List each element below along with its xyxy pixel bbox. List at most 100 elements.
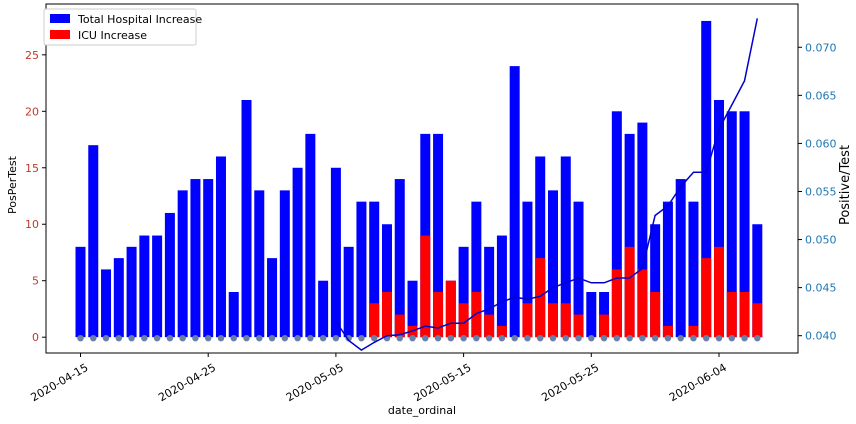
- y2-tick-label: 0.045: [805, 282, 837, 295]
- bar-total-hospital: [701, 20, 712, 338]
- zero-marker: [153, 334, 161, 342]
- x-axis-label: date_ordinal: [388, 404, 456, 417]
- x-tick-label: 2020-05-25: [539, 361, 601, 404]
- zero-marker: [460, 334, 467, 342]
- zero-marker: [281, 334, 289, 342]
- x-tick-label: 2020-05-05: [284, 361, 346, 404]
- zero-marker: [677, 334, 684, 342]
- zero-marker: [358, 334, 365, 342]
- zero-marker: [422, 334, 429, 342]
- x-tick-label: 2020-05-15: [412, 361, 474, 404]
- bar-icu: [560, 303, 571, 338]
- bar-icu: [420, 235, 431, 338]
- legend-label-icu: ICU Increase: [78, 29, 147, 42]
- bar-icu: [471, 292, 482, 338]
- bar-total-hospital: [547, 190, 558, 338]
- zero-marker: [115, 334, 123, 342]
- bar-icu: [714, 246, 724, 338]
- zero-marker: [626, 334, 633, 342]
- bar-icu: [369, 303, 380, 338]
- bar-total-hospital: [126, 246, 137, 338]
- zero-marker: [230, 334, 237, 342]
- zero-marker: [243, 334, 250, 342]
- bar-total-hospital: [228, 292, 239, 338]
- zero-marker: [90, 334, 97, 342]
- bar-icu: [445, 280, 456, 338]
- bar-total-hospital: [573, 201, 584, 338]
- bar-total-hospital: [343, 246, 354, 338]
- x-tick-label: 2020-04-25: [156, 361, 218, 404]
- bar-icu: [624, 246, 635, 338]
- zero-marker: [434, 334, 442, 342]
- bar-icu: [688, 325, 699, 338]
- bar-total-hospital: [662, 201, 673, 338]
- bar-icu: [535, 258, 546, 338]
- zero-marker: [754, 334, 761, 342]
- zero-marker: [307, 334, 314, 342]
- bar-icu: [701, 258, 712, 338]
- bar-total-hospital: [522, 201, 533, 338]
- legend-box: [43, 8, 197, 46]
- bar-total-hospital: [318, 280, 329, 338]
- bar-total-hospital: [267, 258, 278, 338]
- y2-tick-label: 0.040: [805, 330, 837, 343]
- y-tick-label: 10: [25, 218, 39, 231]
- bar-total-hospital: [215, 156, 226, 338]
- plot-frame: [45, 3, 799, 354]
- bar-total-hospital: [330, 167, 341, 338]
- zero-marker: [332, 334, 340, 342]
- bar-total-hospital: [381, 224, 392, 338]
- bar-total-hospital: [611, 111, 622, 338]
- zero-marker: [371, 334, 378, 342]
- zero-marker: [651, 334, 659, 342]
- bar-icu: [394, 314, 405, 338]
- bar-total-hospital: [675, 179, 686, 338]
- y-tick-label: 25: [25, 49, 39, 62]
- zero-marker: [715, 334, 723, 342]
- bar-total-hospital: [637, 122, 648, 338]
- bar-total-hospital: [688, 201, 699, 338]
- zero-marker: [639, 334, 646, 342]
- zero-marker: [409, 334, 416, 342]
- bar-total-hospital: [292, 167, 303, 338]
- zero-marker: [549, 334, 557, 342]
- bar-total-hospital: [356, 201, 367, 338]
- zero-marker: [205, 334, 212, 342]
- bar-total-hospital: [139, 235, 150, 338]
- x-tick-label: 2020-04-15: [29, 361, 91, 404]
- y2-tick-label: 0.060: [805, 137, 837, 150]
- positive-per-test-line: [335, 18, 759, 352]
- bar-total-hospital: [152, 235, 163, 338]
- zero-marker: [588, 334, 595, 342]
- y-tick-label: 20: [25, 105, 39, 118]
- bar-icu: [739, 292, 750, 338]
- bar-total-hospital: [241, 100, 252, 338]
- zero-marker: [728, 334, 735, 342]
- y-axis-label: PosPerTest: [6, 155, 19, 214]
- legend-swatch-total: [50, 14, 70, 23]
- zero-marker: [485, 334, 493, 342]
- bar-icu: [573, 314, 584, 338]
- bar-total-hospital: [113, 258, 124, 338]
- bar-total-hospital: [254, 190, 265, 338]
- bar-total-hospital: [88, 145, 99, 338]
- bar-total-hospital: [203, 179, 214, 338]
- zero-marker: [741, 334, 748, 342]
- zero-marker: [664, 334, 672, 342]
- bar-total-hospital: [484, 246, 495, 338]
- zero-marker: [396, 334, 403, 342]
- bar-total-hospital: [650, 224, 661, 338]
- bar-total-hospital: [509, 66, 520, 338]
- zero-marker: [166, 334, 174, 342]
- bar-total-hospital: [75, 246, 86, 338]
- bar-icu: [611, 269, 622, 338]
- zero-marker: [473, 334, 480, 342]
- bar-icu: [522, 303, 533, 338]
- bar-total-hospital: [394, 179, 405, 338]
- bar-total-hospital: [471, 201, 482, 338]
- bar-total-hospital: [560, 156, 571, 338]
- x-tick-label: 2020-06-04: [667, 361, 729, 404]
- zero-marker: [294, 334, 301, 342]
- bar-icu: [599, 314, 610, 338]
- bar-total-hospital: [279, 190, 290, 338]
